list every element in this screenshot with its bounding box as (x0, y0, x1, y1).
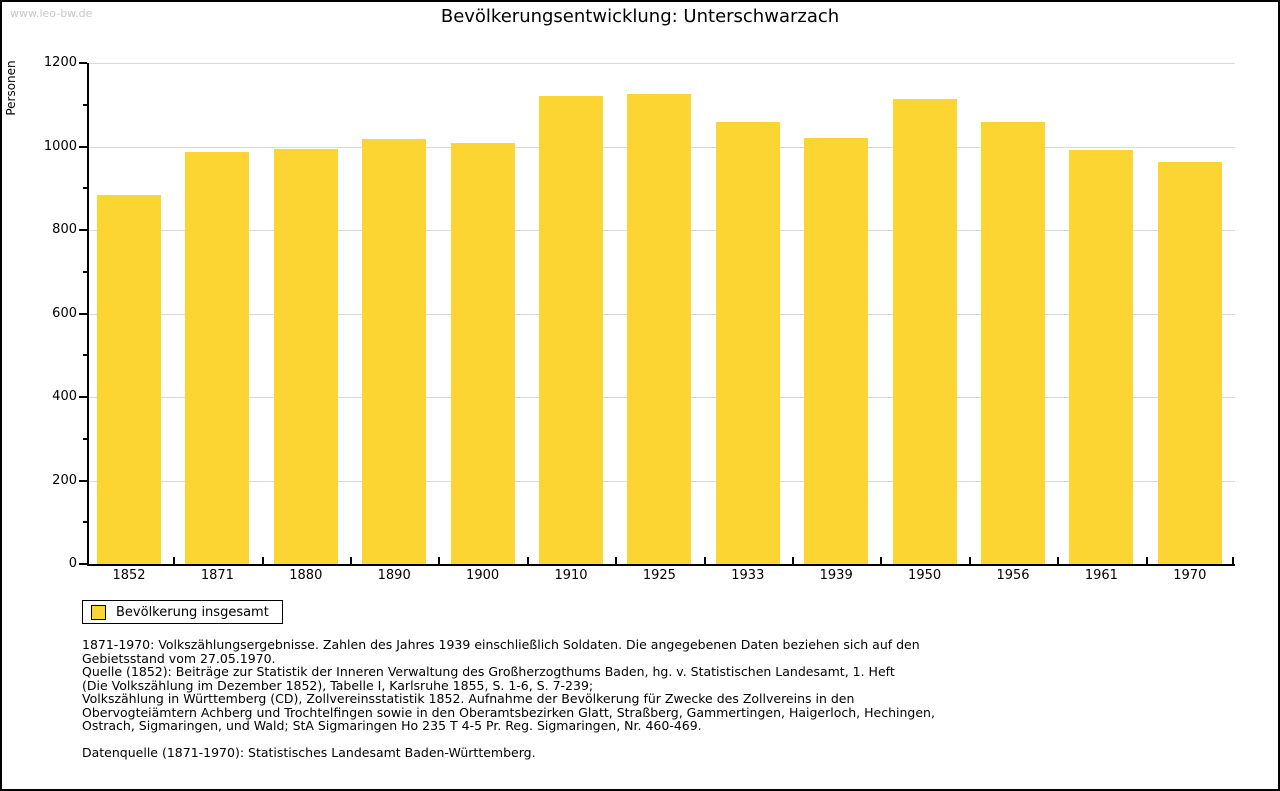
y-axis-major-tick (79, 396, 87, 398)
x-axis-tick-label: 1871 (200, 568, 234, 583)
footer-source-line: 1871-1970: Volkszählungsergebnisse. Zahl… (82, 637, 920, 652)
bar-1956 (981, 122, 1045, 564)
x-axis-tick (880, 557, 883, 564)
footer-source-line: Ostrach, Sigmaringen, und Wald; StA Sigm… (82, 718, 702, 733)
x-axis-tick (792, 557, 794, 564)
x-axis-tick-label: 1880 (289, 568, 323, 583)
y-axis-tick-label: 0 (68, 556, 77, 571)
bar-1890 (362, 139, 427, 564)
x-axis-tick-label: 1900 (466, 568, 500, 583)
x-axis-tick-label: 1939 (819, 568, 853, 583)
x-axis-tick (261, 557, 264, 564)
bar-1910 (539, 96, 603, 564)
y-axis-minor-tick (83, 437, 87, 440)
x-axis-tick (1232, 557, 1234, 564)
y-axis-tick-label: 1200 (43, 55, 77, 70)
y-axis-tick-label: 400 (52, 389, 77, 404)
bar-1871 (185, 152, 250, 564)
gridline-y-1200 (89, 63, 1235, 64)
bar-1950 (892, 99, 957, 564)
footer-notes: 1871-1970: Volkszählungsergebnisse. Zahl… (82, 638, 1212, 759)
legend-swatch-icon (91, 604, 106, 620)
x-axis-tick-label: 1961 (1084, 568, 1118, 583)
bar-1900 (450, 143, 515, 564)
footer-source-line: Volkszählung in Württemberg (CD), Zollve… (82, 691, 855, 706)
y-axis-minor-tick (83, 521, 87, 524)
x-axis-tick (703, 557, 706, 564)
y-axis-major-tick (79, 479, 87, 482)
footer-source-line: Gebietsstand vom 27.05.1970. (82, 650, 276, 666)
x-axis-tick (1057, 557, 1060, 564)
bar-1925 (627, 94, 692, 564)
legend: Bevölkerung insgesamt (82, 600, 283, 624)
y-axis-major-tick (79, 145, 87, 148)
x-axis-tick-label: 1910 (554, 568, 588, 583)
chart-title: Bevölkerungsentwicklung: Unterschwarzach (440, 6, 840, 27)
y-axis-tick-label: 600 (52, 305, 77, 321)
y-axis-minor-tick (83, 354, 87, 357)
plot-area: 0 200 400 600 800 1000 1200 1852 1871 1880 1890 190… (44, 55, 1235, 583)
y-axis-tick-label: 1000 (43, 138, 77, 154)
footer-datasource-line: Datenquelle (1871-1970): Statistisches L… (82, 744, 536, 760)
x-axis-tick-label: 1970 (1173, 568, 1207, 583)
y-axis-tick-label: 200 (52, 472, 77, 488)
bar-1880 (273, 149, 338, 564)
watermark-url: www.leo-bw.de (10, 7, 93, 20)
y-axis-minor-tick (83, 187, 87, 190)
bar-1970 (1157, 162, 1222, 564)
bar-1939 (804, 138, 869, 564)
x-axis-tick-label: 1925 (642, 568, 676, 583)
y-axis-major-tick (79, 563, 87, 565)
x-axis-tick-label: 1956 (996, 568, 1030, 583)
y-axis-minor-tick (83, 103, 87, 106)
footer-source-line: (Die Volkszählung im Dezember 1852), Tab… (82, 677, 594, 693)
y-axis-minor-tick (83, 270, 87, 273)
x-axis-tick-label: 1852 (112, 568, 146, 583)
x-axis-tick-label: 1933 (731, 568, 765, 583)
y-axis-tick-label: 800 (52, 222, 77, 237)
x-axis-tick (526, 557, 529, 564)
x-axis-tick (968, 557, 971, 564)
x-axis-tick-label: 1890 (377, 568, 411, 583)
x-axis-tick (350, 557, 352, 564)
x-axis-tick (1145, 557, 1148, 564)
legend-label: Bevölkerung insgesamt (116, 604, 269, 620)
x-axis-tick (173, 557, 176, 564)
y-axis-major-tick (79, 312, 87, 315)
bar-1933 (715, 122, 780, 564)
bar-1852 (97, 195, 161, 564)
x-axis-tick-label: 1950 (908, 568, 942, 583)
footer-source-line: Obervogteiämtern Achberg und Trochtelfin… (82, 704, 935, 720)
footer-source-line: Quelle (1852): Beiträge zur Statistik de… (82, 664, 895, 679)
y-axis-title: Personen (4, 60, 18, 116)
y-axis-major-tick (79, 229, 87, 231)
x-axis-tick (438, 557, 441, 564)
bar-1961 (1069, 150, 1134, 564)
x-axis-tick (615, 557, 618, 564)
y-axis-major-tick (79, 62, 87, 64)
